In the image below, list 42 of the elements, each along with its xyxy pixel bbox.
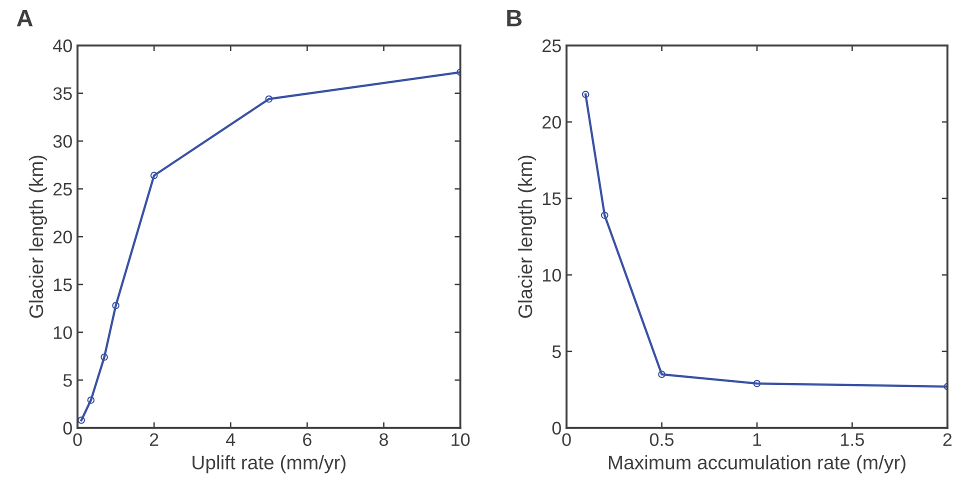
point — [100, 353, 108, 361]
y-tick-label: 0 — [552, 422, 561, 435]
x-tick-label: 10 — [452, 433, 470, 446]
y-tick-label: 20 — [542, 116, 561, 129]
x-tick-label: 0 — [73, 433, 82, 446]
point — [112, 302, 120, 310]
x-tick-label: 1.5 — [841, 433, 864, 446]
y-axis-title: Glacier length (km) — [518, 156, 536, 318]
x-tick-label: 0.5 — [650, 433, 674, 446]
x-tick-label: 2 — [150, 433, 158, 446]
point — [150, 172, 158, 180]
y-tick-label: 20 — [53, 230, 72, 244]
y-axis-title: Glacier length (km) — [28, 156, 48, 318]
point — [658, 370, 666, 378]
y-tick-label: 30 — [53, 135, 72, 148]
y-tick-label: 5 — [552, 346, 561, 358]
point — [78, 416, 86, 424]
x-tick-label: 6 — [303, 433, 312, 446]
x-tick-label: 0 — [562, 433, 571, 446]
text: A — [16, 10, 33, 26]
y-tick-label: 15 — [542, 192, 561, 206]
x-tick-label: 8 — [380, 433, 388, 446]
y-tick-label: 35 — [53, 87, 72, 100]
y-tick-label: 25 — [53, 182, 72, 196]
point — [87, 396, 95, 404]
y-tick-label: 10 — [542, 268, 561, 282]
y-tick-label: 40 — [52, 39, 72, 52]
text: B — [507, 10, 522, 26]
y-tick-label: 10 — [54, 326, 72, 339]
point — [753, 380, 761, 388]
point — [600, 212, 608, 219]
y-tick-label: 0 — [63, 422, 72, 435]
y-tick-label: 15 — [54, 278, 72, 292]
x-tick-label: 1 — [753, 433, 762, 446]
y-tick-label: 25 — [542, 39, 561, 52]
x-tick-label: 2 — [943, 433, 952, 446]
point — [265, 95, 273, 103]
x-tick-label: 4 — [226, 433, 236, 446]
x-axis-title: Uplift rate (mm/yr) — [192, 455, 346, 474]
x-axis-title: Maximum accumulation rate (m/yr) — [608, 455, 906, 474]
point — [582, 90, 590, 98]
y-tick-label: 5 — [63, 374, 72, 387]
